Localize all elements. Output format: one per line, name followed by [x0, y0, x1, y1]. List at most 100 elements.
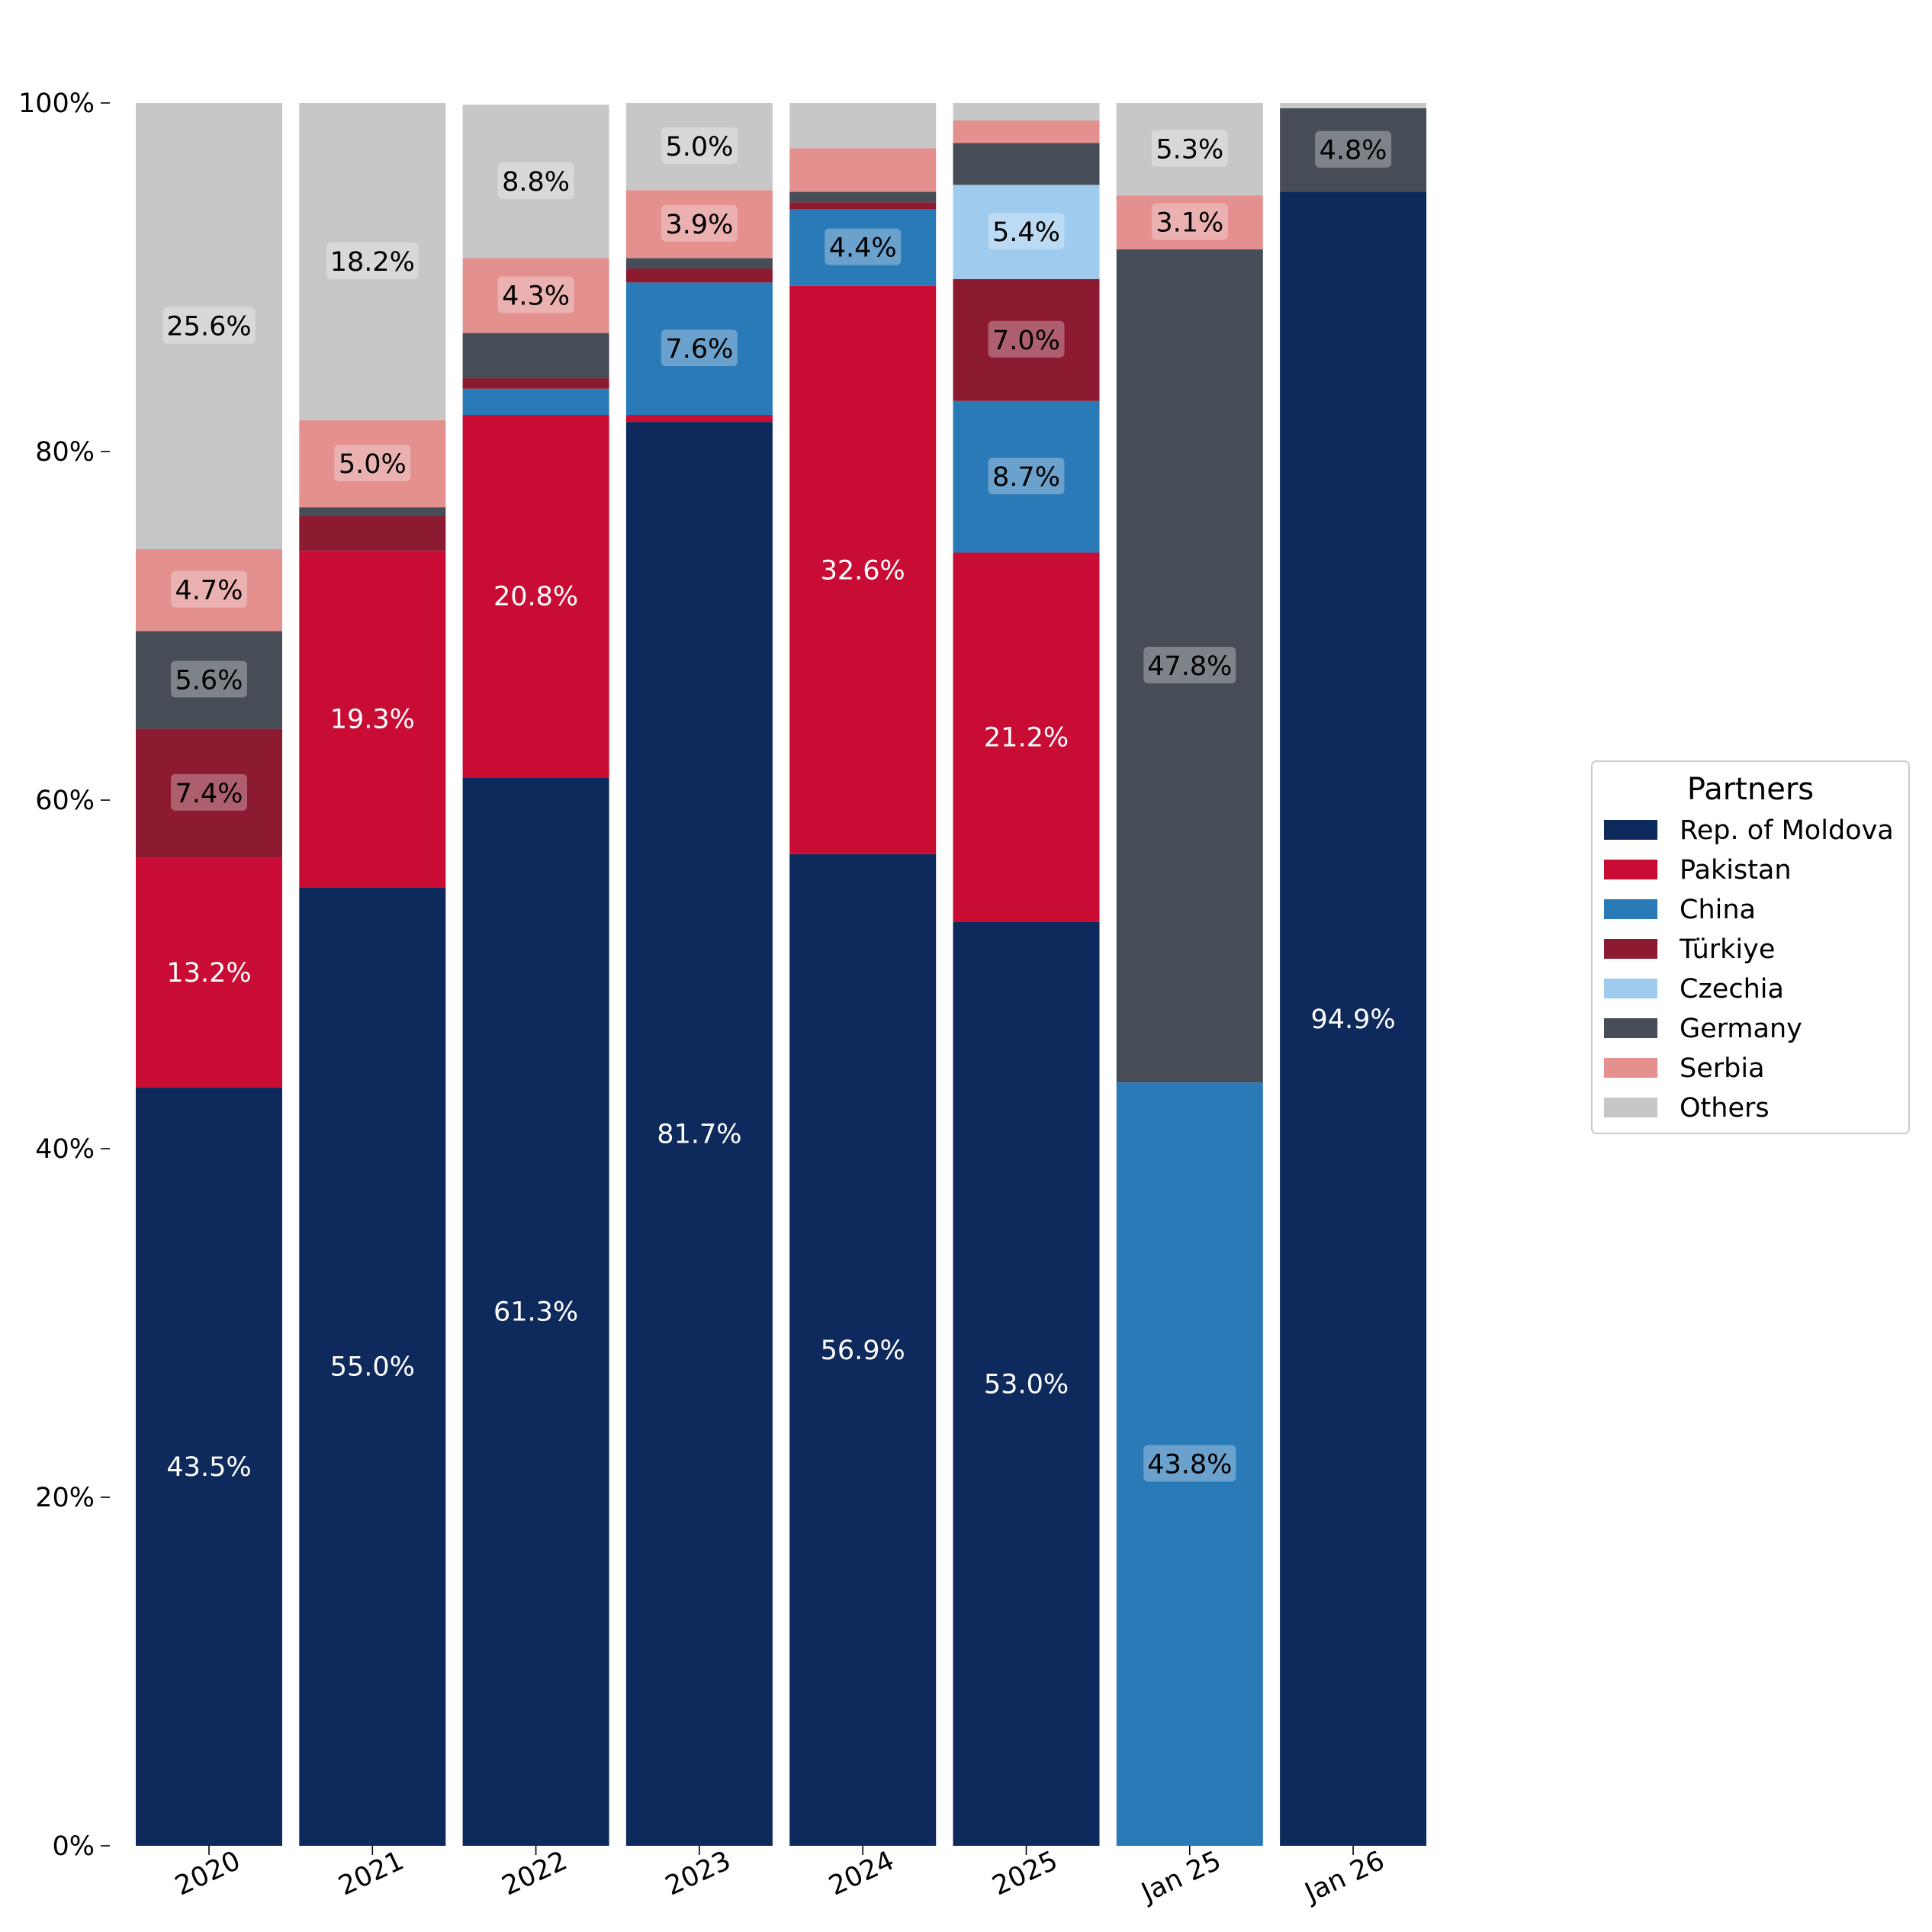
bar-segment-2025-pakistan [953, 552, 1100, 922]
data-label-2021-serbia-box [334, 444, 411, 481]
legend-label-germany: Germany [1680, 1014, 1802, 1044]
legend-label-rep-of-moldova: Rep. of Moldova [1680, 815, 1894, 846]
bar-segment-2022-t-rkiye [462, 378, 609, 389]
bar-segment-2023-germany [625, 258, 773, 269]
bar-segment-2020-serbia [136, 548, 282, 632]
bar-segment-jan-26-others [1280, 103, 1427, 108]
bar-segment-2024-serbia [789, 148, 937, 192]
data-label-2020-others: 25.6% [166, 311, 251, 342]
bar-segment-2025-others [953, 103, 1100, 121]
data-label-2022-serbia: 4.3% [502, 281, 570, 311]
x-tick-label-jan-26: Jan 26 [1299, 1846, 1389, 1909]
bar-segment-2020-others [136, 103, 282, 549]
bar-segment-2021-pakistan [299, 551, 446, 888]
bar-segment-2023-pakistan [625, 415, 773, 423]
x-tick-label-jan-25: Jan 25 [1136, 1846, 1226, 1909]
bar-segment-2023-rep-of-moldova [625, 422, 773, 1846]
data-label-2023-serbia-box [661, 204, 738, 242]
data-labels-layer: 43.5% 13.2% 7.4% 5.6% 4.7% 25.6% 55.0% 19.3% 5.0… [162, 127, 1396, 1483]
legend-label-others: Others [1680, 1093, 1770, 1124]
bar-segment-jan-25-china [1116, 1082, 1263, 1846]
bar-segment-2020-rep-of-moldova [136, 1088, 282, 1846]
data-label-2022-others-box [497, 162, 574, 199]
data-label-jan-25-china: 43.8% [1147, 1450, 1232, 1480]
data-label-2023-rep-of-moldova: 81.7% [657, 1120, 741, 1150]
bar-segment-2021-germany [299, 507, 446, 516]
data-label-2020-serbia-box [171, 571, 247, 608]
data-label-jan-25-germany: 47.8% [1147, 651, 1232, 682]
data-label-2025-t-rkiye: 7.0% [992, 326, 1060, 356]
data-label-jan-25-others: 5.3% [1156, 135, 1223, 166]
data-label-jan-26-germany: 4.8% [1320, 136, 1387, 166]
data-label-2025-china-box [988, 458, 1065, 495]
y-tick-label-5: 100% [18, 88, 95, 119]
data-label-jan-25-china-box [1143, 1445, 1236, 1482]
data-label-2025-rep-of-moldova: 53.0% [984, 1369, 1069, 1400]
bar-segment-jan-25-others [1116, 103, 1263, 196]
data-label-2020-others-box [162, 307, 256, 344]
data-label-2021-rep-of-moldova: 55.0% [330, 1352, 415, 1383]
legend-swatch-germany [1604, 1018, 1657, 1038]
bar-segment-2021-t-rkiye [299, 516, 446, 551]
y-tick-label-4: 80% [35, 437, 95, 468]
data-label-2024-china: 4.4% [829, 233, 897, 264]
y-tick-label-2: 40% [35, 1134, 95, 1165]
legend-label-t-rkiye: Türkiye [1679, 934, 1775, 965]
legend: Partners Rep. of Moldova Pakistan China Türk… [1591, 760, 1910, 1134]
bar-segment-2023-others [625, 103, 773, 191]
legend-swatch-serbia [1604, 1058, 1657, 1078]
data-label-jan-26-rep-of-moldova: 94.9% [1311, 1005, 1396, 1035]
bar-segment-2020-t-rkiye [136, 728, 282, 858]
legend-swatch-czechia [1604, 979, 1657, 998]
data-label-2021-pakistan: 19.3% [330, 705, 415, 735]
bar-segment-2024-china [789, 209, 937, 286]
data-label-jan-25-others-box [1151, 130, 1228, 167]
y-axis: 0% 20% 40% 60% 80% 100% [18, 88, 110, 1862]
legend-swatch-rep-of-moldova [1604, 820, 1657, 840]
data-label-2022-rep-of-moldova: 61.3% [493, 1297, 578, 1328]
data-label-jan-25-serbia-box [1151, 203, 1228, 240]
bar-segment-2022-pakistan [462, 415, 609, 778]
data-label-2025-pakistan: 21.2% [984, 723, 1069, 754]
legend-label-serbia: Serbia [1680, 1053, 1765, 1084]
x-tick-label-2021: 2021 [334, 1846, 409, 1902]
bar-segment-2024-germany [789, 191, 937, 203]
data-label-2021-others-box [326, 242, 419, 279]
bar-segment-2025-t-rkiye [953, 278, 1100, 401]
bar-segment-2022-rep-of-moldova [462, 777, 609, 1847]
legend-swatch-pakistan [1604, 860, 1657, 879]
bar-segment-2024-others [789, 103, 937, 149]
legend-swatch-china [1604, 899, 1657, 919]
data-label-2024-rep-of-moldova: 56.9% [821, 1336, 905, 1366]
bar-segment-2025-germany [953, 143, 1100, 185]
data-label-jan-26-germany-box [1315, 130, 1392, 168]
bar-segment-jan-26-rep-of-moldova [1280, 191, 1427, 1847]
x-tick-label-2025: 2025 [988, 1846, 1062, 1902]
bar-segment-2025-rep-of-moldova [953, 921, 1100, 1846]
data-label-2020-serbia: 4.7% [175, 576, 243, 606]
bar-segment-2021-rep-of-moldova [299, 887, 446, 1846]
data-label-2020-germany-box [171, 661, 247, 698]
x-tick-label-2023: 2023 [661, 1846, 736, 1902]
data-label-2023-others: 5.0% [665, 132, 733, 162]
data-label-2023-others-box [661, 127, 738, 165]
x-axis: 2020 2021 2022 2023 2024 2025 Jan 25 Jan 26 [171, 1846, 1390, 1909]
data-label-2024-pakistan: 32.6% [821, 555, 905, 586]
bar-segment-2021-serbia [299, 420, 446, 508]
bar-segment-2022-serbia [462, 258, 609, 333]
data-label-2020-t-rkiye: 7.4% [175, 779, 243, 809]
bar-segment-jan-25-serbia [1116, 195, 1263, 249]
bar-segment-jan-25-germany [1116, 249, 1263, 1083]
legend-swatch-t-rkiye [1604, 939, 1657, 959]
bar-segment-2024-rep-of-moldova [789, 853, 937, 1846]
bar-segment-2024-t-rkiye [789, 202, 937, 210]
data-label-2022-pakistan: 20.8% [493, 582, 578, 612]
data-label-jan-25-serbia: 3.1% [1156, 208, 1223, 239]
y-tick-label-3: 60% [35, 786, 95, 816]
bar-segment-2023-china [625, 282, 773, 416]
bar-segment-2025-china [953, 400, 1100, 553]
bar-segment-2022-others [462, 104, 609, 259]
x-tick-label-2020: 2020 [171, 1846, 246, 1902]
